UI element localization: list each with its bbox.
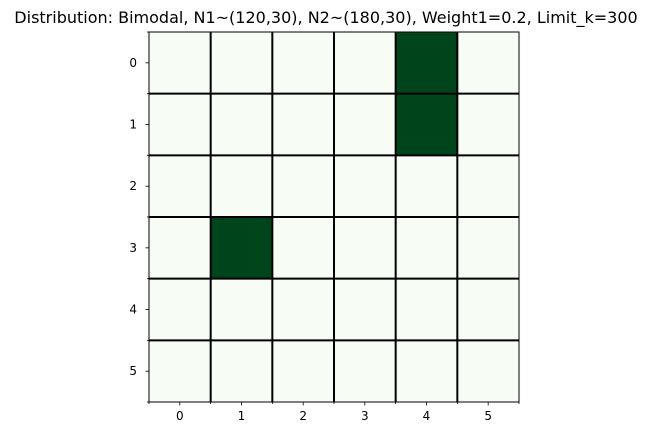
x-tick-label: 0 [176, 409, 184, 423]
y-tick-label: 5 [129, 364, 137, 378]
heatmap-cell [395, 155, 458, 217]
y-axis: 0 1 2 3 4 5 [129, 31, 149, 403]
y-tick-label: 1 [129, 118, 137, 132]
heatmap-cell [395, 32, 458, 94]
y-tick-label: 0 [129, 56, 137, 70]
heatmap-cell [149, 217, 211, 279]
heatmap-cell [395, 278, 458, 341]
heatmap-cell [334, 93, 396, 156]
x-axis: 0 1 2 3 4 5 [148, 402, 520, 423]
heatmap-cell [457, 93, 519, 156]
heatmap-cell [457, 340, 519, 402]
heatmap-cell [149, 32, 211, 94]
x-tick-label: 3 [361, 409, 369, 423]
heatmap-cell [149, 340, 211, 402]
heatmap-cell [210, 32, 273, 94]
heatmap-cell [210, 93, 273, 156]
y-tick-label: 2 [129, 179, 137, 193]
x-tick-label: 4 [423, 409, 431, 423]
heatmap-cell [149, 155, 211, 217]
heatmap-cell [210, 217, 273, 279]
heatmap-gridlines [149, 32, 519, 402]
heatmap-cell [395, 93, 458, 156]
heatmap-cell [457, 278, 519, 341]
heatmap-cell [210, 340, 273, 402]
heatmap-cell [272, 217, 334, 279]
heatmap-cells [149, 32, 519, 402]
heatmap-cell [457, 32, 519, 94]
heatmap-cell [149, 93, 211, 156]
heatmap-cell [210, 155, 273, 217]
heatmap-cell [395, 340, 458, 402]
chart-title: Distribution: Bimodal, N1~(120,30), N2~(… [14, 8, 637, 28]
heatmap-cell [395, 217, 458, 279]
heatmap-cell [334, 278, 396, 341]
heatmap-cell [272, 278, 334, 341]
heatmap-cell [334, 217, 396, 279]
heatmap-cell [272, 32, 334, 94]
y-tick-label: 4 [129, 303, 137, 317]
x-tick-label: 5 [484, 409, 492, 423]
heatmap-cell [457, 217, 519, 279]
heatmap-cell [334, 32, 396, 94]
x-tick-label: 1 [238, 409, 246, 423]
heatmap-cell [272, 155, 334, 217]
y-tick-label: 3 [129, 241, 137, 255]
x-tick-label: 2 [299, 409, 307, 423]
heatmap-cell [272, 93, 334, 156]
heatmap-cell [272, 340, 334, 402]
heatmap-cell [334, 155, 396, 217]
heatmap-cell [334, 340, 396, 402]
heatmap-cell [457, 155, 519, 217]
heatmap-cell [149, 278, 211, 341]
heatmap-cell [210, 278, 273, 341]
